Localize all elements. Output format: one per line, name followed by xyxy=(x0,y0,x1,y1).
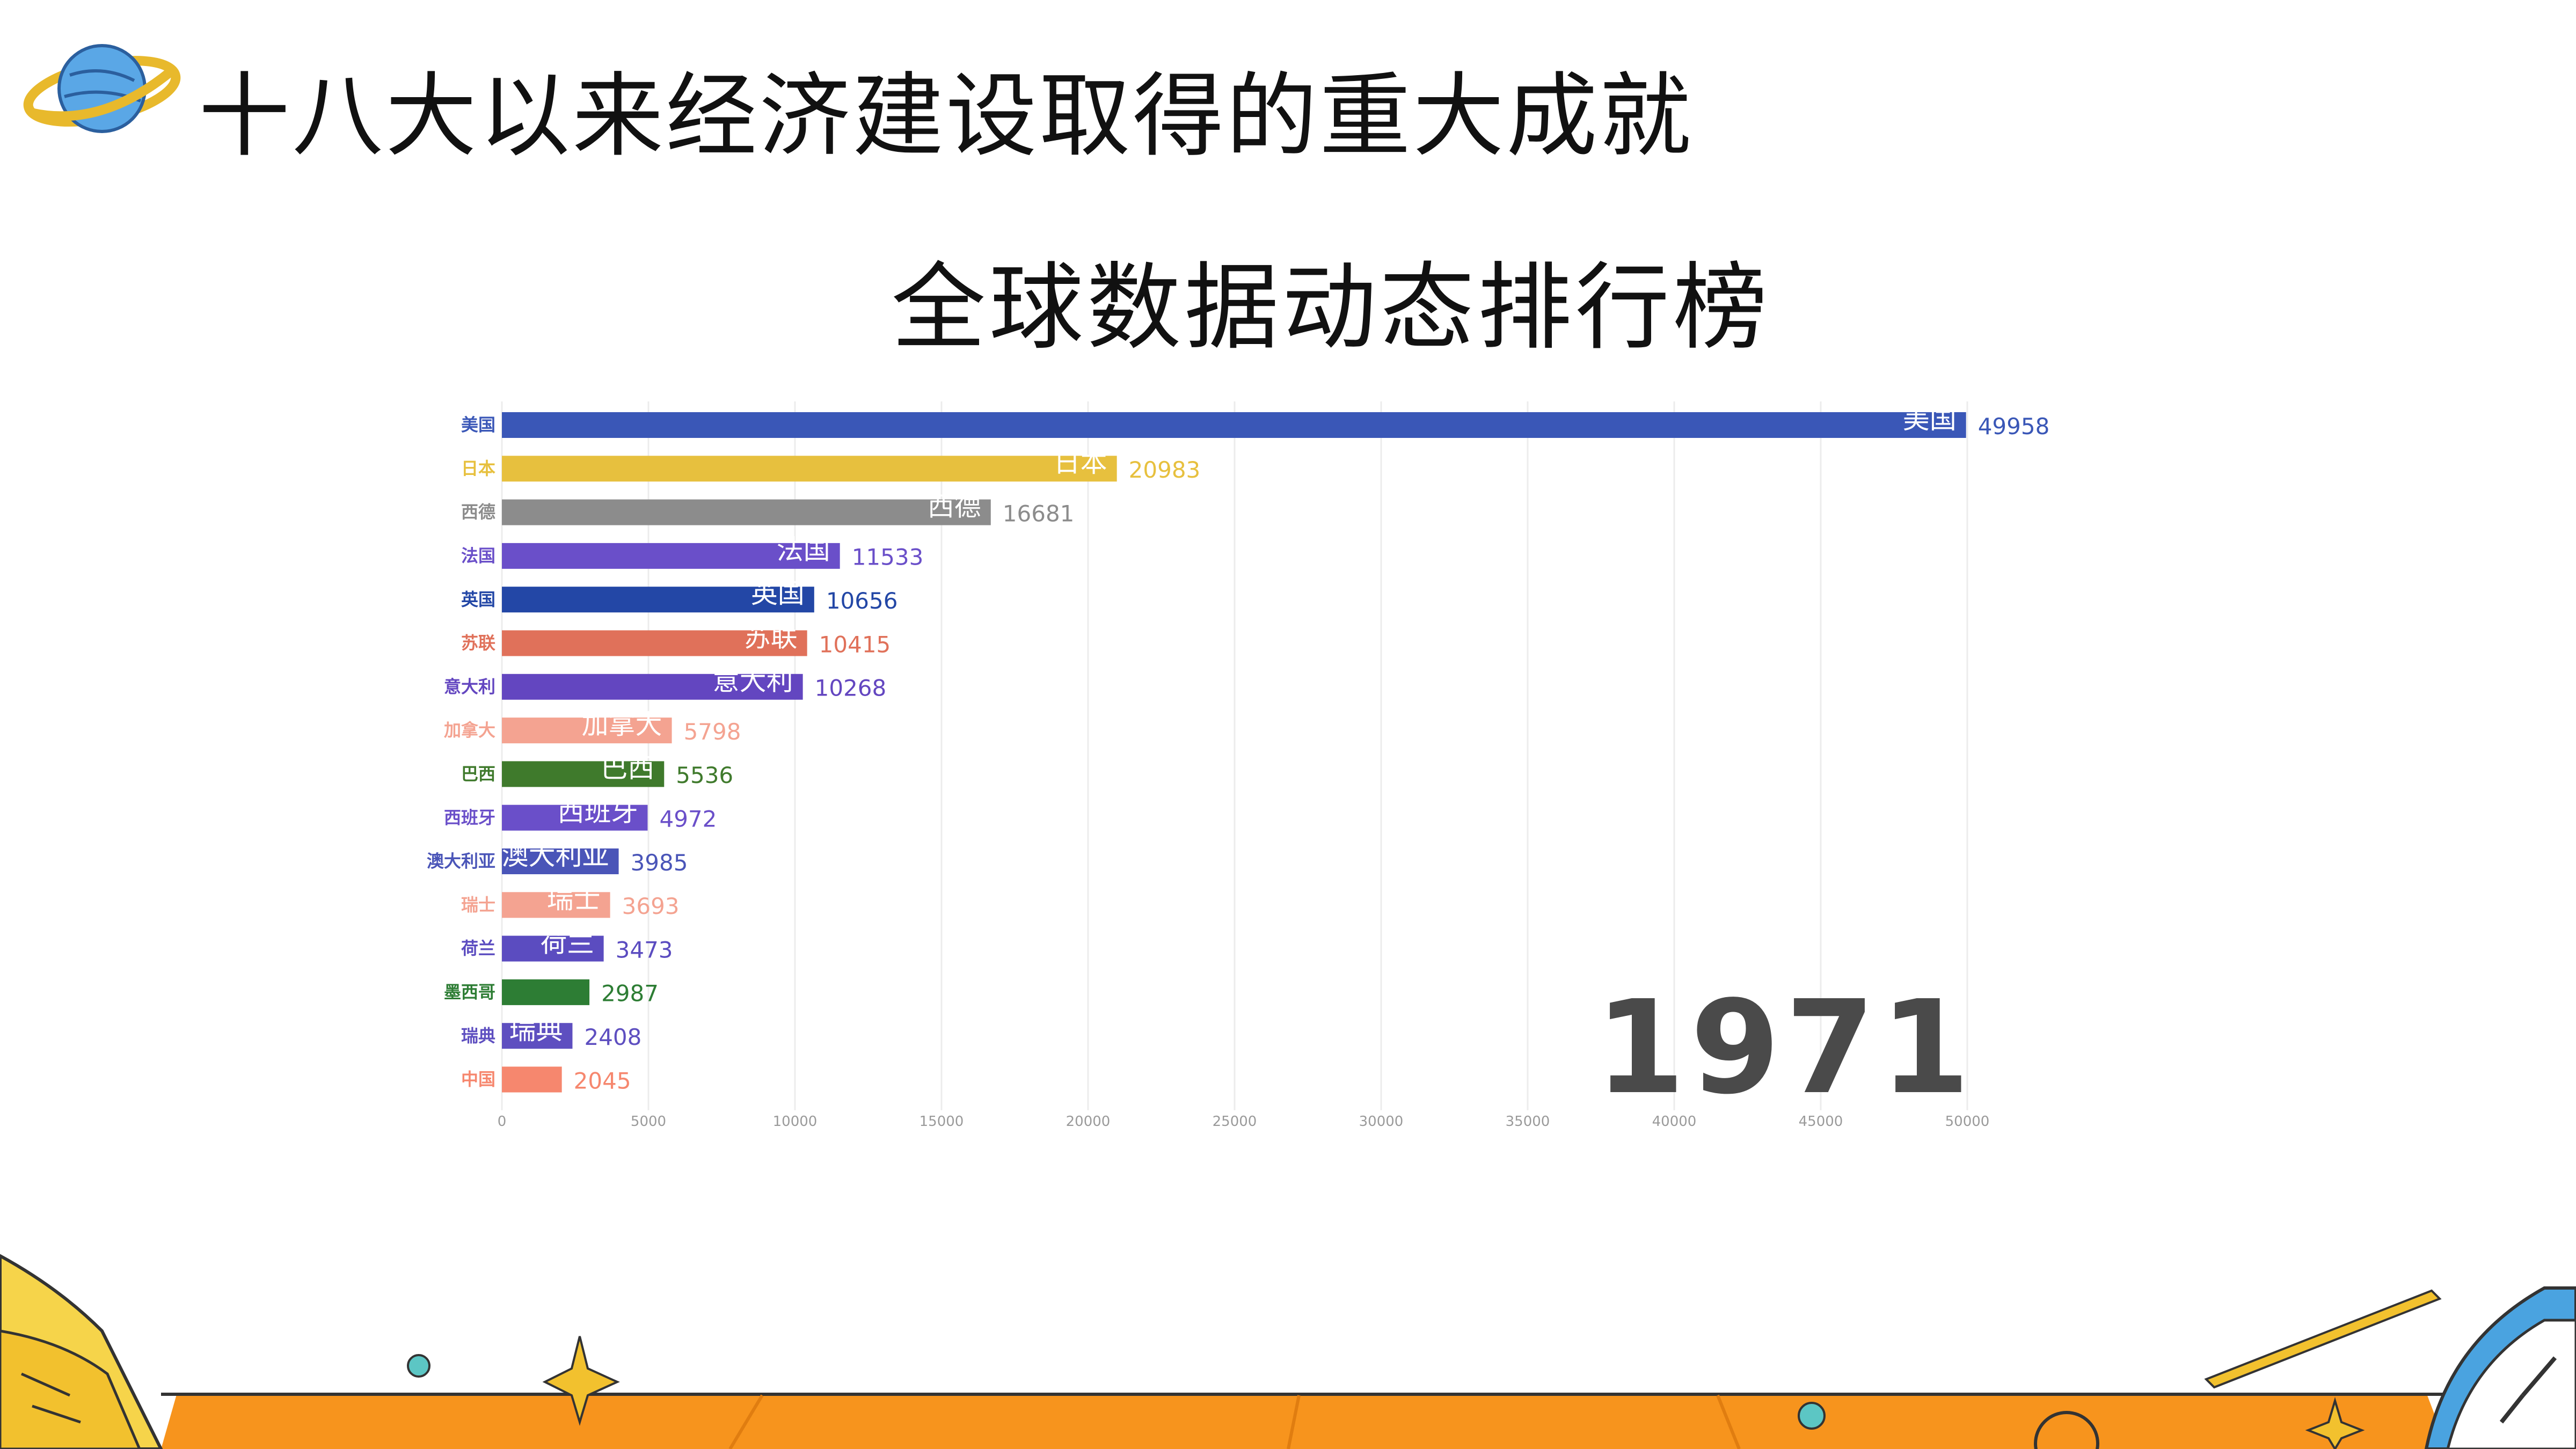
bar-inner-label: 瑞士 xyxy=(547,883,601,914)
bar-inner-label: 西德 xyxy=(928,491,981,522)
value-label: 11533 xyxy=(852,544,924,570)
bar xyxy=(502,674,803,700)
x-tick-label: 50000 xyxy=(1945,1114,1990,1130)
bar-inner-label: 西班牙 xyxy=(557,796,638,827)
bar xyxy=(502,979,590,1005)
category-label: 西德 xyxy=(461,502,495,522)
bar xyxy=(502,499,991,525)
value-label: 10415 xyxy=(819,631,891,657)
slide-title: 十八大以来经济建设取得的重大成就 xyxy=(199,63,1694,170)
bar xyxy=(502,892,610,918)
value-label: 5798 xyxy=(684,719,741,745)
bar-inner-label: 英国 xyxy=(751,578,805,609)
bar-inner-label: 瑞典 xyxy=(509,1014,563,1045)
x-tick-label: 30000 xyxy=(1359,1114,1404,1130)
x-tick-label: 40000 xyxy=(1652,1114,1697,1130)
value-label: 2045 xyxy=(574,1067,631,1094)
bar xyxy=(502,761,665,787)
bar-inner-label: 巴西 xyxy=(601,752,654,784)
value-label: 5536 xyxy=(676,762,733,788)
bar xyxy=(502,1066,562,1093)
bar xyxy=(502,804,648,831)
value-label: 2987 xyxy=(601,980,659,1007)
category-label: 瑞士 xyxy=(461,895,495,915)
category-label: 英国 xyxy=(461,589,495,610)
category-label: 巴西 xyxy=(461,764,495,784)
category-label: 中国 xyxy=(461,1069,495,1089)
bar-inner-label: 荷兰 xyxy=(541,927,594,958)
bar xyxy=(502,587,814,613)
value-label: 3473 xyxy=(616,936,673,963)
bar-chart: 0 5000 10000 15000 20000 25000 30000 35000 40000… xyxy=(427,401,2050,1130)
category-label: 西班牙 xyxy=(444,807,495,828)
bar xyxy=(502,718,672,744)
bar xyxy=(502,543,840,569)
bar-inner-label: 加拿大 xyxy=(582,709,662,740)
category-label: 法国 xyxy=(461,545,495,566)
value-label: 20983 xyxy=(1129,457,1201,483)
bar-inner-label: 澳大利亚 xyxy=(502,840,609,871)
bar-inner-label: 苏联 xyxy=(744,621,798,653)
bar-inner-label: 美国 xyxy=(1903,404,1957,435)
bar xyxy=(502,630,807,656)
category-label: 苏联 xyxy=(461,633,495,653)
bar xyxy=(502,848,619,874)
category-label: 澳大利亚 xyxy=(427,851,495,872)
value-label: 49958 xyxy=(1978,413,2050,440)
x-tick-label: 15000 xyxy=(920,1114,964,1130)
category-label: 墨西哥 xyxy=(444,982,495,1002)
value-label: 10656 xyxy=(826,588,898,614)
x-tick-label: 5000 xyxy=(631,1114,666,1130)
value-label: 16681 xyxy=(1003,500,1075,526)
category-label: 美国 xyxy=(461,415,495,435)
bar xyxy=(502,1023,573,1049)
x-tick-label: 25000 xyxy=(1213,1114,1257,1130)
x-tick-label: 10000 xyxy=(773,1114,818,1130)
category-label: 瑞典 xyxy=(461,1026,495,1046)
x-tick-label: 45000 xyxy=(1799,1114,1843,1130)
category-label: 荷兰 xyxy=(461,938,495,958)
chart-title: 全球数据动态排行榜 xyxy=(891,253,1771,363)
bar-inner-label: 意大利 xyxy=(713,665,793,697)
x-tick-label: 0 xyxy=(498,1114,507,1130)
year-label: 1971 xyxy=(1595,972,1975,1123)
bar xyxy=(502,456,1117,482)
value-label: 2408 xyxy=(584,1024,641,1050)
value-label: 3693 xyxy=(622,893,680,919)
bar-inner-label: 法国 xyxy=(777,535,830,566)
value-label: 3985 xyxy=(631,850,688,876)
category-label: 日本 xyxy=(461,458,495,479)
bar xyxy=(502,935,604,962)
category-label: 加拿大 xyxy=(444,720,495,741)
x-tick-label: 20000 xyxy=(1066,1114,1111,1130)
value-label: 4972 xyxy=(659,806,717,832)
x-tick-label: 35000 xyxy=(1506,1114,1550,1130)
bar xyxy=(502,412,1966,438)
planet-logo-icon xyxy=(23,44,181,133)
bar-inner-label: 日本 xyxy=(1054,447,1107,478)
category-label: 意大利 xyxy=(444,676,495,697)
value-label: 10268 xyxy=(815,675,887,701)
